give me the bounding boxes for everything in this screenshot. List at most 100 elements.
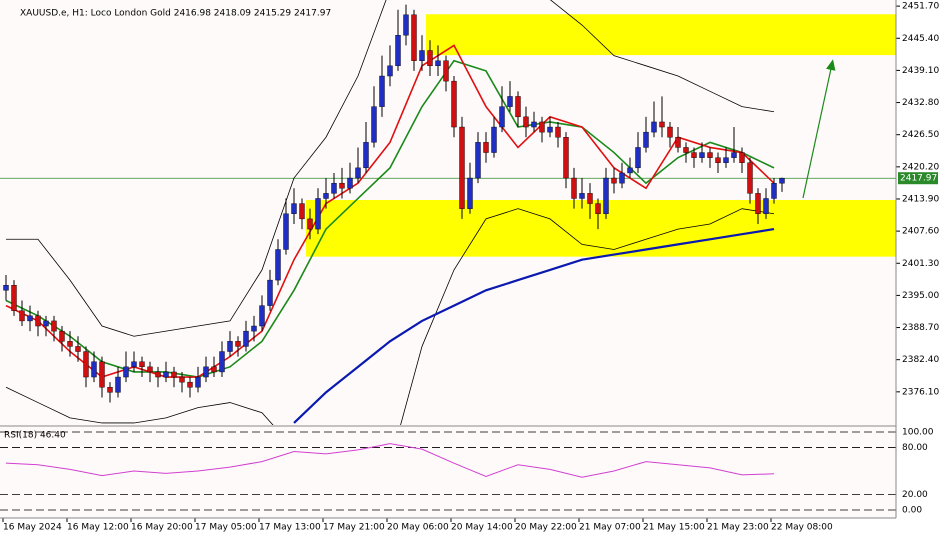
candle-body (259, 305, 265, 327)
y-tick-label: 2413.90 (902, 194, 939, 204)
candle-body (595, 203, 601, 214)
candle-body (155, 371, 161, 378)
candle-body (643, 131, 649, 148)
candle-body (243, 330, 249, 347)
candle-body (619, 172, 625, 184)
rsi-label: RSI(18) 46.40 (4, 431, 66, 441)
candle-body (675, 137, 681, 148)
candle-body (331, 182, 337, 194)
price-zone (306, 200, 896, 257)
candle-body (475, 142, 481, 179)
candle-body (747, 162, 753, 194)
candle-body (451, 80, 457, 128)
candle-body (603, 177, 609, 214)
candle-body (3, 285, 9, 291)
candle-body (547, 126, 553, 133)
candle-body (355, 167, 361, 179)
rsi-tick-label: 0.00 (902, 505, 922, 515)
candle-body (339, 182, 345, 189)
candle-body (363, 142, 369, 169)
indicator-line (5, 59, 775, 378)
y-tick-label: 2407.60 (902, 227, 939, 237)
chart-title: XAUUSD.e, H1: Loco London Gold 2416.98 2… (20, 9, 331, 19)
candle-body (99, 361, 105, 388)
candle-body (531, 121, 537, 128)
candle-body (139, 361, 145, 368)
candle-body (515, 96, 521, 118)
candle-body (691, 152, 697, 158)
x-tick-label: 16 May 2024 (3, 523, 62, 533)
candle-body (235, 341, 241, 347)
candle-body (171, 371, 177, 378)
candle-body (123, 366, 129, 378)
candle-body (563, 137, 569, 179)
x-tick-label: 21 May 15:00 (643, 523, 705, 533)
candle-body (91, 361, 97, 378)
candle-body (19, 310, 25, 322)
y-tick-label: 2401.30 (902, 259, 939, 269)
y-tick-label: 2426.50 (902, 130, 939, 140)
candle-body (83, 351, 89, 378)
candle-body (627, 167, 633, 174)
candle-body (291, 203, 297, 214)
candle-body (163, 371, 169, 378)
candle-body (371, 106, 377, 143)
y-tick-label: 2420.20 (902, 162, 939, 172)
candle-body (763, 198, 769, 214)
candle-body (35, 315, 41, 327)
x-tick-label: 17 May 05:00 (195, 523, 257, 533)
x-tick-label: 16 May 20:00 (131, 523, 193, 533)
candle-body (115, 376, 121, 393)
x-tick-label: 17 May 13:00 (259, 523, 321, 533)
candle-body (539, 121, 545, 133)
candle-body (11, 285, 17, 311)
candle-body (323, 193, 329, 199)
candle-body (579, 193, 585, 199)
candle-body (771, 182, 777, 199)
rsi-tick-label: 100.00 (902, 427, 934, 437)
y-tick-label: 2382.40 (902, 355, 939, 365)
candle-body (51, 320, 57, 332)
x-tick-label: 21 May 23:00 (707, 523, 769, 533)
y-tick-label: 2395.00 (902, 291, 939, 301)
candle-body (707, 152, 713, 158)
candle-body (459, 126, 465, 209)
y-tick-label: 2451.70 (902, 2, 939, 12)
candle-body (467, 177, 473, 209)
rsi-tick-label: 20.00 (902, 490, 928, 500)
candle-body (43, 320, 49, 327)
candle-body (651, 121, 657, 133)
candle-body (571, 177, 577, 199)
y-tick-label: 2439.10 (902, 66, 939, 76)
candle-body (27, 315, 33, 322)
candle-body (315, 198, 321, 230)
candle-body (667, 126, 673, 138)
y-tick-label: 2432.80 (902, 98, 939, 108)
candle-body (683, 147, 689, 153)
x-tick-label: 20 May 14:00 (451, 523, 513, 533)
candle-body (131, 361, 137, 368)
candle-body (147, 366, 153, 373)
candle-body (347, 177, 353, 189)
candle-body (699, 152, 705, 158)
candle-body (283, 213, 289, 250)
candle-body (739, 152, 745, 163)
candle-body (491, 126, 497, 153)
candle-body (755, 193, 761, 214)
candle-body (611, 177, 617, 184)
y-tick-label: 2388.70 (902, 323, 939, 333)
rsi-tick-label: 80.00 (902, 443, 928, 453)
y-tick-label: 2376.10 (902, 387, 939, 397)
candle-body (387, 65, 393, 77)
candle-body (187, 381, 193, 388)
candle-body (659, 121, 665, 128)
indicator-line (6, 0, 775, 337)
candle-body (219, 351, 225, 373)
candle-body (507, 96, 513, 107)
candle-body (403, 14, 409, 36)
candle-body (419, 50, 425, 61)
candle-body (67, 341, 73, 347)
x-tick-label: 20 May 06:00 (387, 523, 449, 533)
candle-body (523, 116, 529, 128)
